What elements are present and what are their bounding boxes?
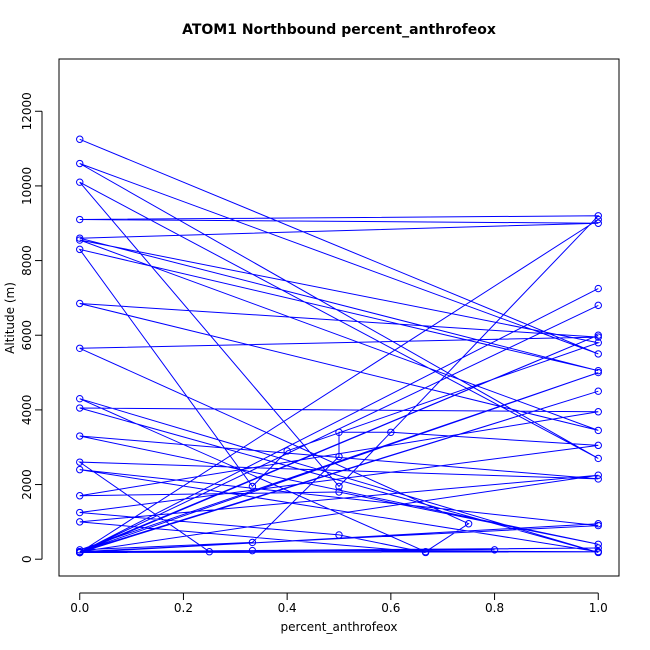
data-point bbox=[594, 520, 602, 528]
data-point bbox=[594, 475, 602, 483]
data-point bbox=[464, 520, 473, 528]
y-tick-label: 6000 bbox=[20, 320, 34, 351]
x-tick-label: 0.2 bbox=[174, 601, 193, 615]
data-point bbox=[594, 540, 602, 548]
data-point bbox=[594, 387, 602, 395]
data-point bbox=[594, 212, 602, 220]
data-point bbox=[76, 178, 84, 186]
data-point bbox=[594, 471, 602, 479]
x-tick-label: 0.8 bbox=[485, 601, 504, 615]
data-point bbox=[594, 333, 602, 341]
y-tick-label: 4000 bbox=[20, 395, 34, 426]
x-tick-label: 1.0 bbox=[589, 601, 608, 615]
data-point bbox=[205, 548, 214, 556]
data-point bbox=[594, 350, 602, 358]
data-point bbox=[594, 548, 602, 556]
data-point bbox=[76, 432, 84, 440]
data-point bbox=[594, 366, 602, 375]
data-point bbox=[76, 492, 84, 500]
data-point bbox=[490, 546, 499, 554]
data-point bbox=[76, 518, 84, 526]
data-point bbox=[76, 394, 84, 403]
data-point bbox=[76, 548, 84, 557]
y-axis-label: Altitude (m) bbox=[3, 282, 17, 354]
data-point bbox=[248, 546, 257, 555]
data-point bbox=[76, 546, 84, 554]
data-point bbox=[248, 482, 257, 491]
x-tick-label: 0.0 bbox=[70, 601, 89, 615]
data-point bbox=[335, 452, 343, 461]
data-point bbox=[594, 441, 602, 450]
data-point bbox=[76, 299, 84, 308]
data-point bbox=[76, 465, 84, 474]
data-point bbox=[76, 234, 84, 242]
data-point bbox=[594, 368, 602, 377]
data-point bbox=[594, 338, 602, 347]
chart-title: ATOM1 Northbound percent_anthrofeox bbox=[182, 22, 496, 38]
data-point bbox=[421, 548, 430, 557]
data-point bbox=[594, 215, 602, 224]
y-tick-label: 0 bbox=[20, 555, 34, 563]
x-axis: 0.0 0.2 0.4 0.6 0.8 1.0 bbox=[70, 592, 608, 615]
data-point bbox=[594, 454, 602, 463]
data-point bbox=[594, 544, 602, 552]
y-tick-label: 2000 bbox=[20, 469, 34, 500]
data-point bbox=[76, 159, 84, 168]
x-tick-label: 0.6 bbox=[381, 601, 400, 615]
y-tick-label: 12000 bbox=[20, 92, 34, 130]
y-tick-label: 10000 bbox=[20, 167, 34, 205]
data-point bbox=[76, 458, 84, 466]
data-point bbox=[594, 521, 602, 530]
series-line bbox=[78, 138, 601, 553]
data-point bbox=[594, 331, 602, 339]
data-point bbox=[76, 245, 84, 254]
x-tick-label: 0.4 bbox=[278, 601, 297, 615]
data-point bbox=[335, 531, 343, 539]
y-axis: 0 2000 4000 6000 8000 10000 12000 bbox=[20, 92, 43, 563]
y-tick-label: 8000 bbox=[20, 245, 34, 276]
data-point bbox=[248, 538, 257, 547]
data-point bbox=[76, 508, 84, 517]
data-point bbox=[594, 426, 602, 435]
data-point bbox=[283, 447, 291, 455]
plot-area bbox=[76, 135, 602, 557]
data-point bbox=[76, 215, 84, 224]
data-point bbox=[335, 428, 343, 436]
data-point bbox=[594, 408, 602, 416]
data-point bbox=[594, 284, 602, 293]
plot-frame bbox=[58, 58, 620, 577]
data-point bbox=[594, 219, 602, 227]
data-point bbox=[387, 428, 395, 436]
data-point bbox=[76, 344, 84, 352]
data-point bbox=[594, 301, 602, 310]
data-point bbox=[76, 404, 84, 412]
data-point bbox=[335, 482, 343, 491]
x-axis-label: percent_anthrofeox bbox=[281, 620, 398, 634]
data-point bbox=[76, 236, 84, 244]
data-point bbox=[76, 135, 84, 143]
data-point bbox=[335, 488, 343, 496]
